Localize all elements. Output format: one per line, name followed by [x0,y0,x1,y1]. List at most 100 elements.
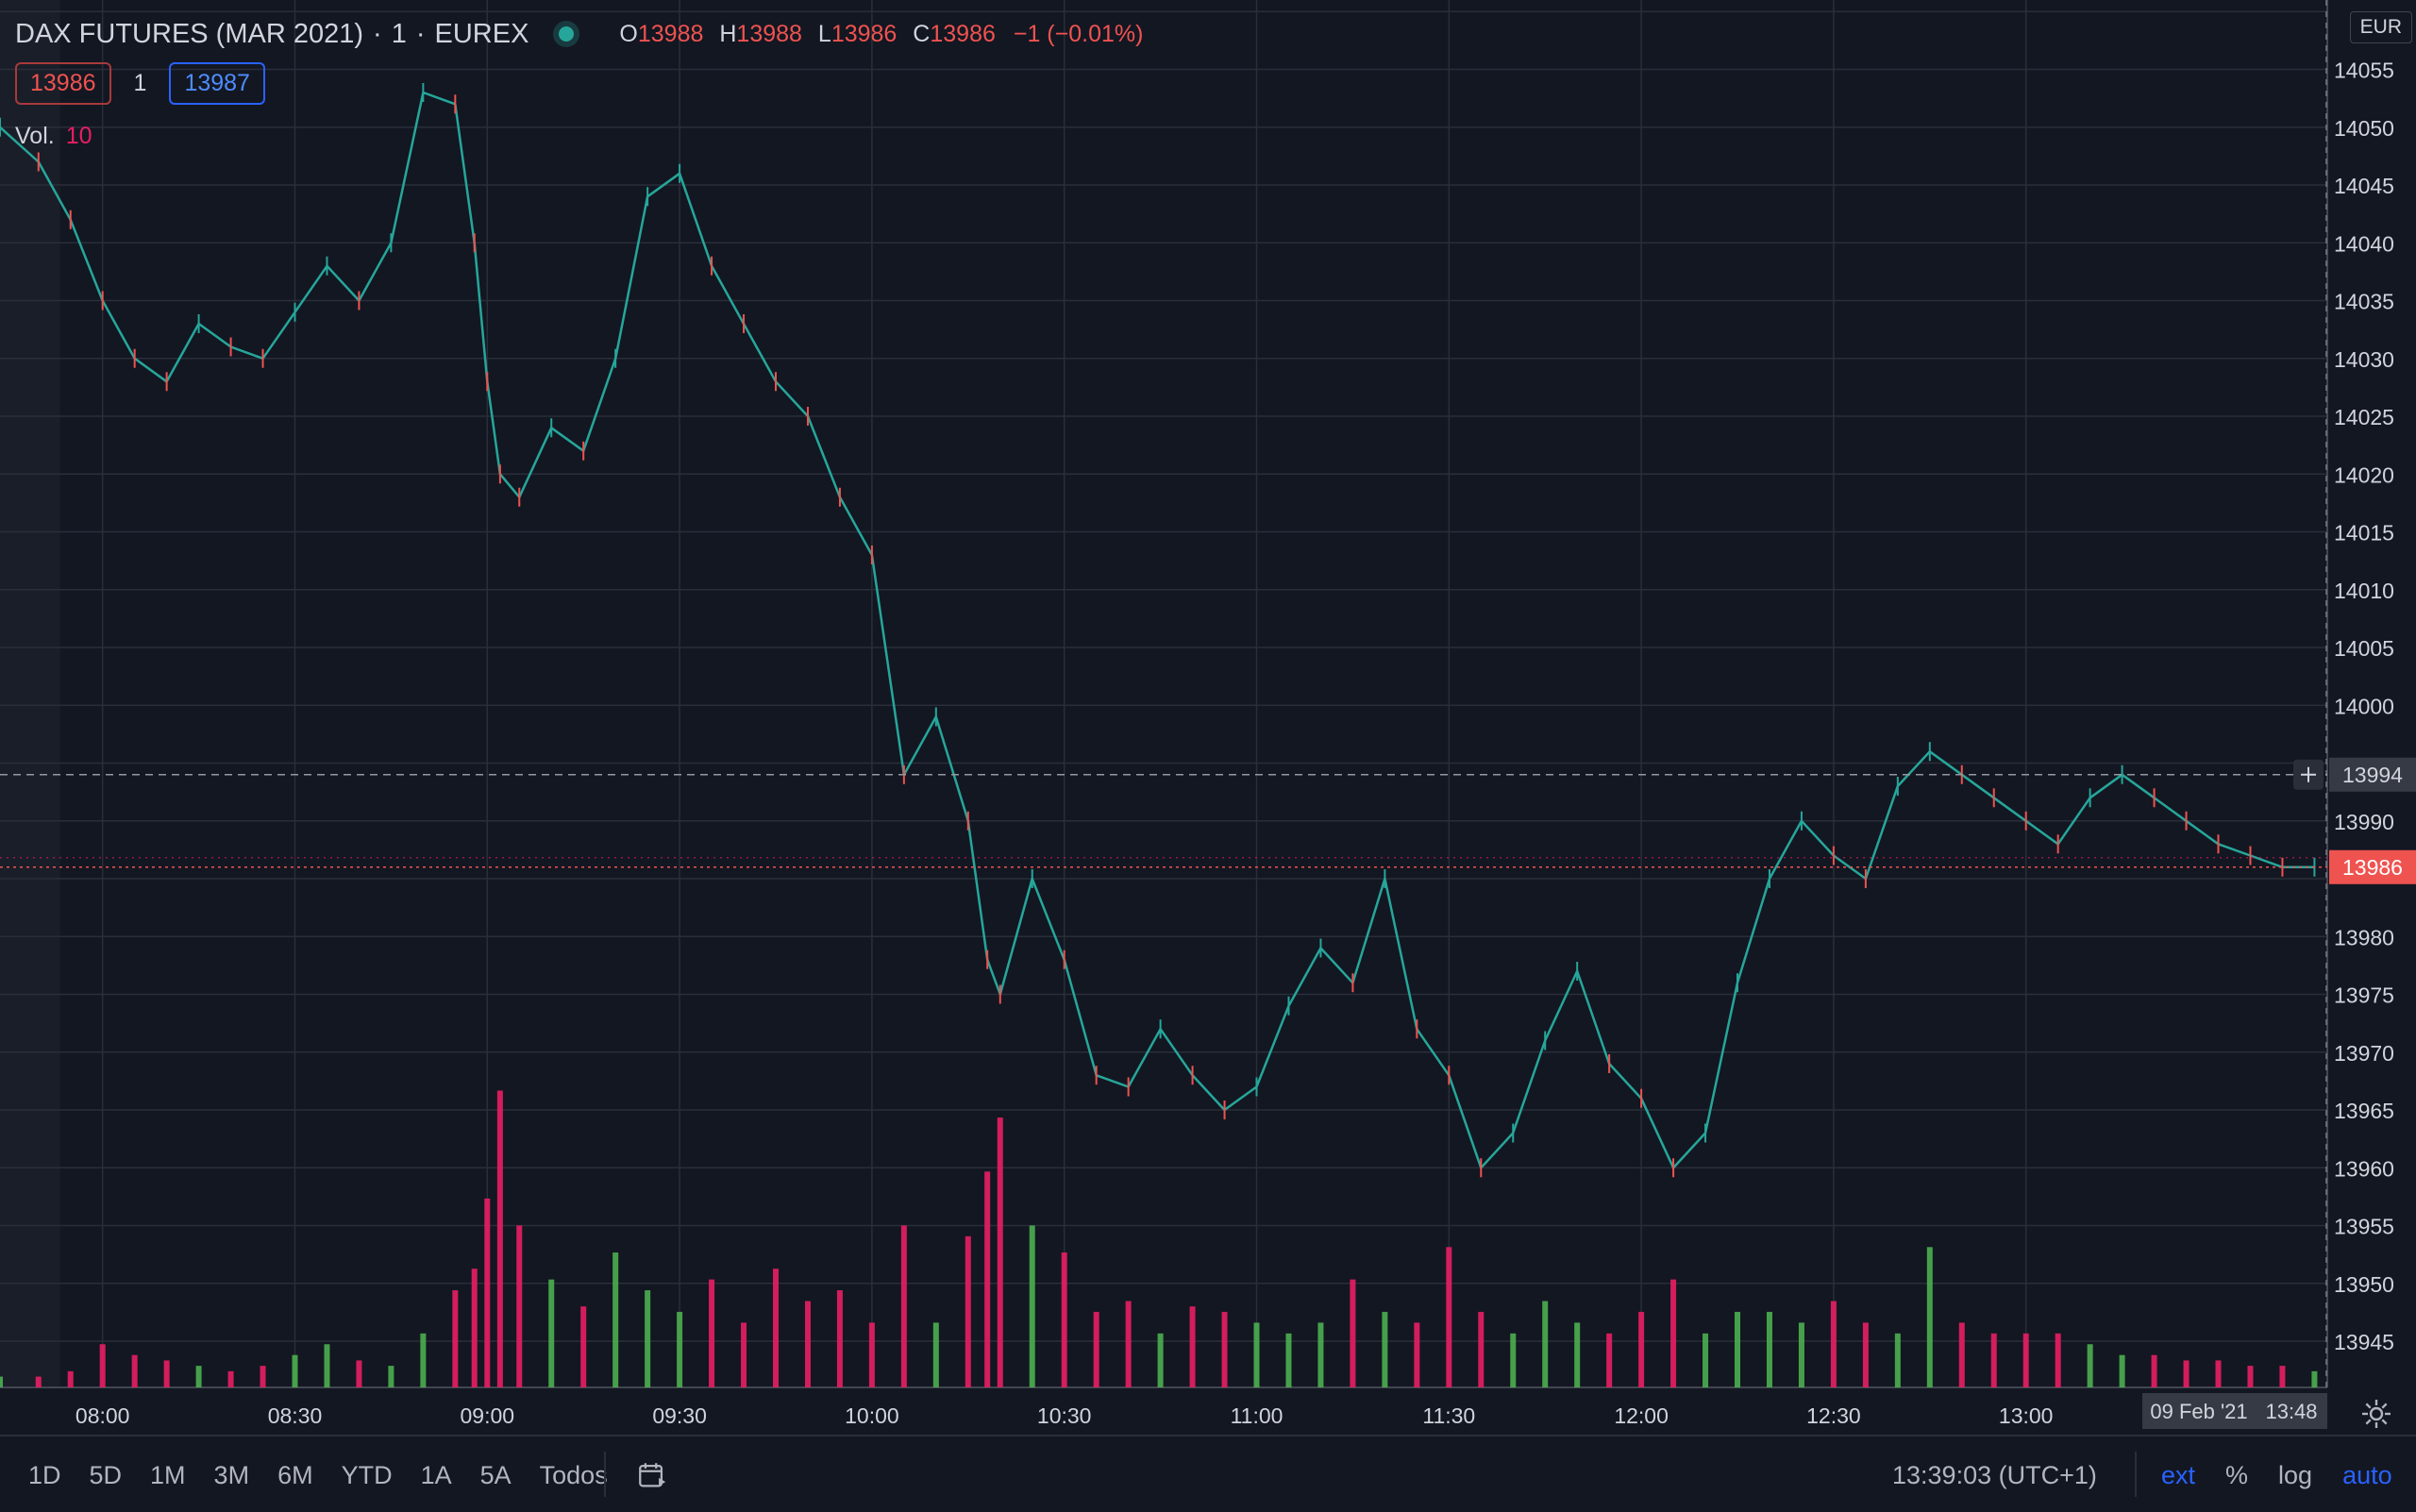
volume-bar [965,1235,971,1387]
sell-button[interactable]: 13986 [15,62,111,105]
calendar-goto-icon[interactable] [636,1459,668,1491]
y-tick-label: 14045 [2334,174,2394,198]
volume-bar [1446,1247,1452,1387]
volume-bar [1670,1279,1677,1387]
open-label: O [619,20,638,47]
currency-button[interactable]: EUR [2349,11,2412,43]
volume-bar [1414,1322,1420,1387]
volume-bar [932,1322,939,1387]
chart-legend: DAX FUTURES (MAR 2021) · 1 · EUREX O1398… [15,13,1143,55]
auto-scale-toggle[interactable]: auto [2342,1461,2392,1489]
range-1d-button[interactable]: 1D [28,1461,61,1489]
ohlc-values: O13988 H13988 L13986 C13986 −1 (−0.01%) [610,21,1143,48]
x-tick-label: 09:00 [461,1403,515,1428]
volume-bar [645,1290,651,1387]
percent-scale-toggle[interactable]: % [2225,1461,2249,1489]
volume-bar [1703,1333,1709,1387]
clock-timezone[interactable]: 13:39:03 (UTC+1) [1892,1461,2097,1489]
volume-bar [677,1311,683,1387]
range-6m-button[interactable]: 6M [277,1461,313,1489]
range-ytd-button[interactable]: YTD [341,1461,393,1489]
log-scale-toggle[interactable]: log [2278,1461,2313,1489]
volume-bar [131,1354,138,1387]
volume-bar [227,1370,234,1387]
crosshair-price-tag [2329,757,2416,792]
x-tick-label: 12:00 [1614,1403,1669,1428]
interval-label[interactable]: 1 [391,18,407,49]
volume-bar [580,1306,587,1387]
volume-bar [1894,1333,1901,1387]
x-tick-label: 10:30 [1037,1403,1092,1428]
volume-bar [471,1268,478,1387]
bottom-toolbar: 1D 5D 1M 3M 6M YTD 1A 5A Todos 13:39:03 … [0,1435,2416,1512]
y-tick-label: 14005 [2334,636,2394,661]
volume-bar [1798,1322,1804,1387]
volume-bar [195,1366,202,1387]
ext-hours-toggle[interactable]: ext [2161,1461,2196,1489]
low-label: L [817,20,831,47]
volume-bar [1350,1279,1356,1387]
range-5d-button[interactable]: 5D [89,1461,123,1489]
volume-bar [709,1279,715,1387]
volume-bar [612,1252,619,1387]
pre-market-shade [0,0,60,1387]
volume-bar [773,1268,779,1387]
settings-gear-icon[interactable] [2359,1397,2393,1431]
volume-bar [1766,1311,1772,1387]
volume-bar [484,1198,491,1387]
y-tick-label: 14040 [2334,231,2394,256]
volume-bar [1478,1311,1485,1387]
x-tick-label: 09:30 [652,1403,707,1428]
volume-bar [1317,1322,1324,1387]
bid-ask-panel: 13986 1 13987 [15,62,265,105]
y-tick-label: 14030 [2334,347,2394,372]
volume-bar [2151,1354,2157,1387]
volume-bar [2215,1360,2222,1387]
y-tick-label: 14015 [2334,521,2394,546]
volume-bar [997,1117,1003,1387]
range-5a-button[interactable]: 5A [479,1461,512,1489]
symbol-title[interactable]: DAX FUTURES (MAR 2021) [15,18,364,49]
range-buttons: 1D 5D 1M 3M 6M YTD 1A 5A Todos [28,1461,608,1490]
y-tick-label: 13955 [2334,1215,2394,1239]
y-tick-label: 13980 [2334,925,2394,949]
x-tick-label: 10:00 [845,1403,899,1428]
x-tick-label: 08:30 [268,1403,323,1428]
buy-button[interactable]: 13987 [169,62,265,105]
volume-bar [1990,1333,1997,1387]
last-price-label: 13986 [2342,855,2403,880]
volume-bar [1958,1322,1965,1387]
price-chart[interactable]: 13945 13950 13955 13960 13965 13970 13975 13980… [0,0,2416,1435]
crosshair-price-label: 13994 [2342,763,2403,787]
title-separator: · [373,18,382,49]
volume-bar [260,1366,266,1387]
price-series-line [0,91,2315,1169]
range-all-button[interactable]: Todos [539,1461,608,1489]
volume-bar [1638,1311,1645,1387]
y-tick-label: 13945 [2334,1330,2394,1354]
volume-bar [1606,1333,1613,1387]
volume-bar [356,1360,362,1387]
y-tick-label: 13975 [2334,983,2394,1008]
volume-bar [1157,1333,1164,1387]
volume-bar [2022,1333,2029,1387]
close-value: 13986 [930,20,996,47]
volume-bar [2119,1354,2125,1387]
y-tick-label: 13960 [2334,1156,2394,1181]
scale-options: ext % log auto [2161,1461,2392,1490]
last-price-tag [2329,849,2416,884]
x-tick-label: 08:00 [76,1403,130,1428]
high-value: 13988 [736,20,802,47]
range-1m-button[interactable]: 1M [150,1461,186,1489]
market-status-icon [559,26,575,42]
y-tick-label: 13965 [2334,1099,2394,1123]
close-label: C [913,20,931,47]
range-3m-button[interactable]: 3M [213,1461,250,1489]
volume-bar [548,1279,555,1387]
volume-bar [741,1322,747,1387]
volume-bar [2087,1344,2093,1387]
volume-bar [452,1290,459,1387]
volume-bar [2183,1360,2190,1387]
range-1a-button[interactable]: 1A [420,1461,452,1489]
volume-bar [99,1344,106,1387]
